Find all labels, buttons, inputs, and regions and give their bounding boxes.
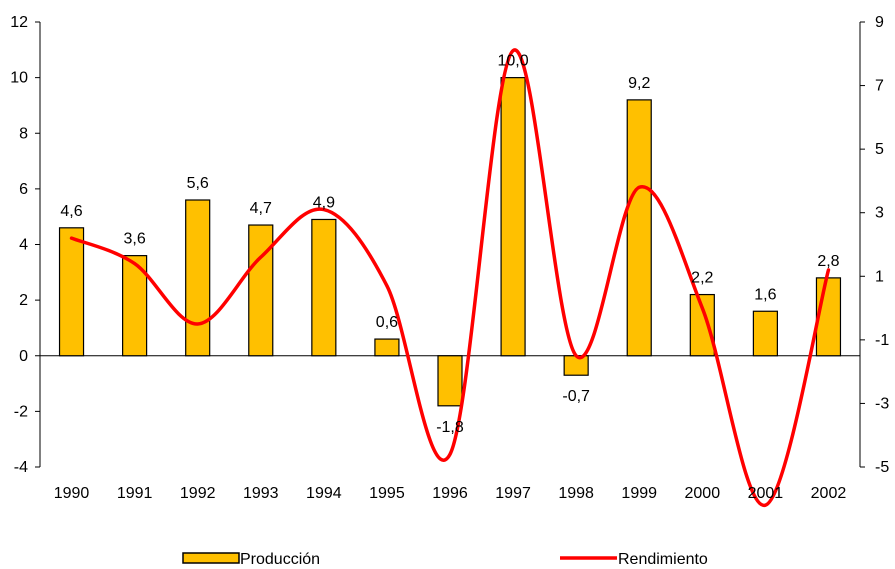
- bar-produccion: [626, 99, 652, 357]
- axes: -4 -2 0 2 4 6 8 10 12 -5 -3 -1 1 3 5 7 9: [10, 14, 889, 476]
- x-tick-labels: 1990 1991 1992 1993 1994 1995 1996 1997 1998 1999…: [54, 485, 847, 502]
- legend-swatch-produccion: [182, 552, 240, 564]
- data-label-produccion: 0,6: [376, 314, 398, 331]
- y-left-tick-label: 8: [19, 125, 28, 142]
- data-label-produccion: 9,2: [628, 75, 650, 92]
- y-right-tick-label: 3: [875, 205, 884, 222]
- bars: [58, 77, 842, 407]
- bar-produccion: [248, 224, 274, 357]
- y-left-tick-label: 0: [19, 348, 28, 365]
- bar-produccion: [563, 355, 589, 376]
- legend: Producción Rendimiento: [182, 551, 708, 568]
- bar-produccion: [752, 310, 778, 357]
- y-left-tick-label: 12: [10, 14, 28, 31]
- data-label-produccion: 1,6: [754, 286, 776, 303]
- y-left-tick-label: 10: [10, 70, 28, 87]
- data-label-produccion: 10,0: [498, 53, 529, 70]
- bar-produccion: [311, 218, 337, 357]
- x-tick-label: 1995: [369, 485, 405, 502]
- y-right-tick-label: 5: [875, 141, 884, 158]
- legend-label-rendimiento: Rendimiento: [618, 551, 708, 568]
- bar-produccion: [58, 227, 85, 357]
- data-label-produccion: 4,9: [313, 194, 335, 211]
- data-label-produccion: 2,8: [817, 253, 839, 270]
- y-left-tick-label: 6: [19, 181, 28, 198]
- y-right-tick-label: 1: [875, 268, 884, 285]
- x-tick-label: 1999: [621, 485, 657, 502]
- x-tick-label: 2001: [748, 485, 784, 502]
- y-right-tick-label: -1: [875, 332, 889, 349]
- y-left-tick-label: 4: [19, 237, 28, 254]
- x-tick-label: 1996: [432, 485, 468, 502]
- y-left-tick-label: -2: [14, 403, 28, 420]
- bar-produccion: [374, 338, 400, 357]
- bar-produccion: [815, 277, 842, 357]
- bar-produccion: [185, 199, 211, 357]
- data-label-produccion: 3,6: [123, 231, 145, 248]
- x-tick-label: 2002: [811, 485, 847, 502]
- line-rendimiento: [69, 48, 831, 507]
- rendimiento-line: [69, 48, 831, 507]
- y-right-tick-label: 9: [875, 14, 884, 31]
- legend-label-produccion: Producción: [240, 551, 320, 568]
- x-tick-label: 1993: [243, 485, 279, 502]
- data-label-produccion: 4,6: [60, 203, 82, 220]
- x-tick-label: 1990: [54, 485, 90, 502]
- data-label-produccion: -1,8: [436, 419, 464, 436]
- x-tick-label: 1991: [117, 485, 153, 502]
- x-tick-label: 2000: [685, 485, 721, 502]
- x-tick-label: 1992: [180, 485, 216, 502]
- data-label-produccion: 4,7: [250, 200, 272, 217]
- data-labels: 4,6 3,6 5,6 4,7 4,9 0,6 -1,8 10,0 -0,7 9,2 2,2 1,6 2…: [60, 53, 839, 436]
- y-left-tick-label: -4: [14, 459, 28, 476]
- data-label-produccion: -0,7: [562, 388, 590, 405]
- y-right-tick-label: -3: [875, 395, 889, 412]
- data-label-produccion: 2,2: [691, 270, 713, 287]
- x-tick-label: 1998: [558, 485, 594, 502]
- x-tick-label: 1994: [306, 485, 342, 502]
- y-right-tick-label: 7: [875, 78, 884, 95]
- data-label-produccion: 5,6: [187, 175, 209, 192]
- bar-produccion: [500, 77, 526, 357]
- bar-produccion: [437, 355, 463, 407]
- y-right-tick-label: -5: [875, 459, 889, 476]
- y-left-tick-label: 2: [19, 292, 28, 309]
- x-tick-label: 1997: [495, 485, 531, 502]
